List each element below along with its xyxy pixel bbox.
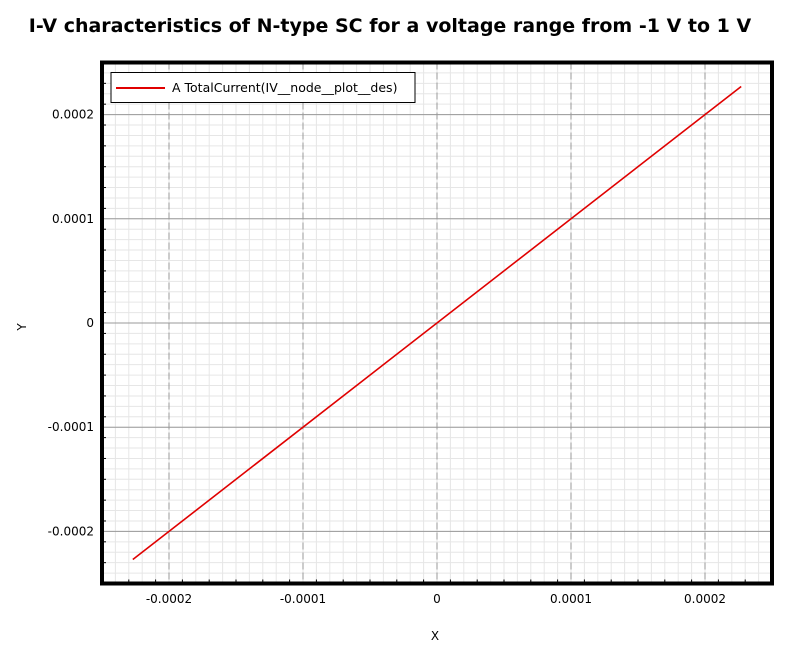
x-axis-label: X [431,629,439,643]
y-axis-label: Y [15,323,29,332]
y-tick-label: 0.0001 [52,212,94,226]
legend: A TotalCurrent(IV__node__plot__des) [110,72,416,103]
chart-title: I-V characteristics of N-type SC for a v… [29,15,752,37]
x-tick-label: -0.0001 [280,592,326,606]
y-tick-label: 0 [86,316,94,330]
y-tick-label: -0.0001 [48,420,94,434]
plot-series [132,85,742,561]
y-tick-labels: -0.0002 -0.0001 0 0.0001 0.0002 [48,108,94,539]
x-tick-labels: -0.0002 -0.0001 0 0.0001 0.0002 [146,592,726,606]
plot-frame [100,60,774,586]
y-tick-label: 0.0002 [52,108,94,122]
x-tick-label: 0.0001 [550,592,592,606]
y-tick-label: -0.0002 [48,524,94,538]
x-tick-label: -0.0002 [146,592,192,606]
x-tick-label: 0 [433,592,441,606]
legend-label: A TotalCurrent(IV__node__plot__des) [172,80,397,95]
x-tick-label: 0.0002 [684,592,726,606]
series-line [132,85,742,561]
grid [102,62,772,584]
